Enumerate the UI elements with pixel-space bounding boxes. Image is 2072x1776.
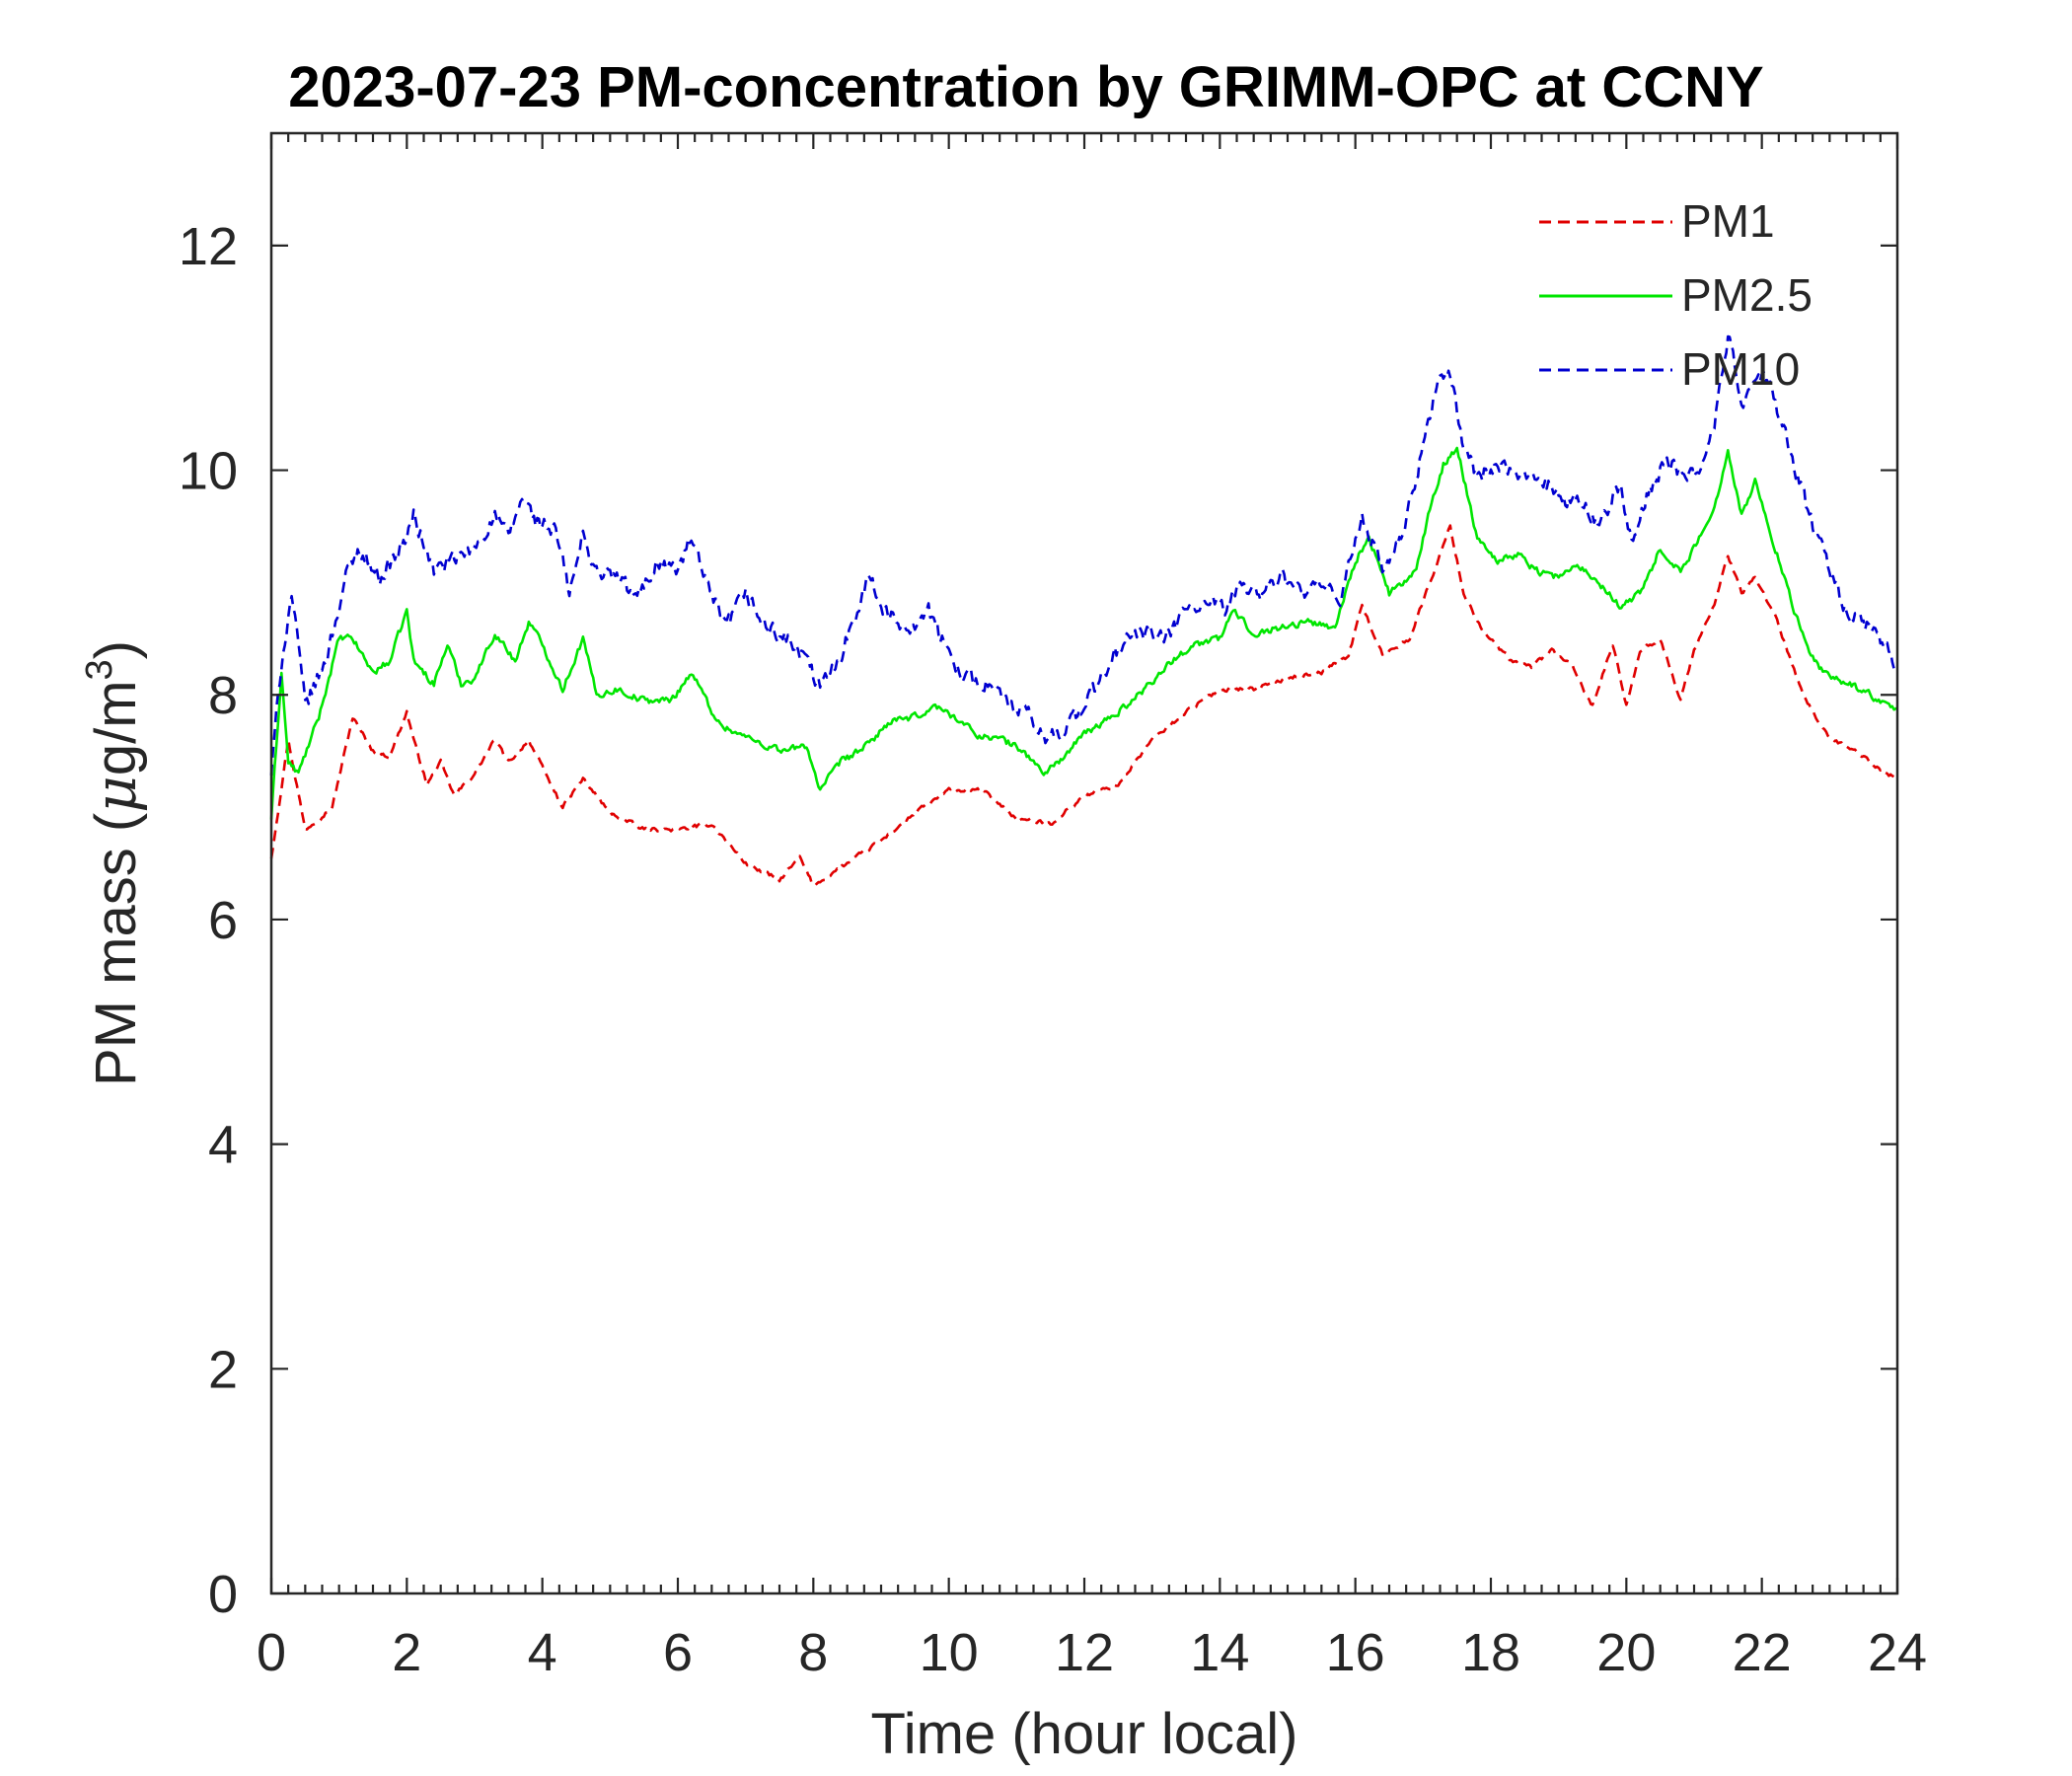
- y-axis-label-superscript: 3: [79, 659, 120, 680]
- x-tick-label: 10: [920, 1623, 979, 1682]
- axis-ticks: [269, 133, 1899, 1595]
- y-axis-label-unit: g/m: [84, 680, 148, 776]
- x-tick-label: 12: [1055, 1623, 1114, 1682]
- legend-label-pm2-5: PM2.5: [1681, 269, 1813, 321]
- x-tick-label: 16: [1326, 1623, 1385, 1682]
- x-tick-label: 6: [663, 1623, 693, 1682]
- series-line-pm1: [269, 524, 1898, 887]
- x-tick-label: 0: [257, 1623, 286, 1682]
- x-tick-label: 20: [1596, 1623, 1656, 1682]
- series-line-pm10: [269, 334, 1899, 776]
- y-tick-label: 4: [208, 1116, 238, 1175]
- y-axis-label: PM mass (μg/m3): [79, 640, 149, 1086]
- x-tick-label: 22: [1733, 1623, 1792, 1682]
- x-tick-label: 18: [1461, 1623, 1520, 1682]
- series-line-pm2-5: [269, 446, 1898, 820]
- y-axis-label-main: PM mass (: [84, 813, 148, 1086]
- chart-title: 2023-07-23 PM-concentration by GRIMM-OPC…: [288, 55, 1763, 119]
- y-tick-label: 12: [179, 217, 238, 276]
- y-axis-label-mu: μ: [82, 776, 149, 813]
- legend: PM1 PM2.5 PM10: [1539, 195, 1813, 395]
- legend-label-pm10: PM10: [1681, 343, 1800, 395]
- x-tick-label: 2: [392, 1623, 421, 1682]
- y-tick-label: 10: [179, 442, 238, 501]
- y-tick-label: 0: [208, 1565, 238, 1624]
- y-tick-label: 6: [208, 891, 238, 950]
- x-tick-label: 8: [798, 1623, 828, 1682]
- x-tick-label: 14: [1190, 1623, 1249, 1682]
- x-tick-label: 24: [1868, 1623, 1927, 1682]
- legend-label-pm1: PM1: [1681, 195, 1775, 247]
- x-tick-label: 4: [528, 1623, 557, 1682]
- x-tick-labels: 0 2 4 6 8 10 12 14 16 18 20 22 24: [257, 1623, 1927, 1682]
- y-tick-label: 2: [208, 1340, 238, 1399]
- y-tick-labels: 0 2 4 6 8 10 12: [179, 217, 238, 1624]
- y-tick-label: 8: [208, 666, 238, 725]
- plot-lines: [269, 334, 1899, 887]
- x-axis-label: Time (hour local): [871, 1702, 1298, 1766]
- y-axis-label-close: ): [84, 640, 148, 659]
